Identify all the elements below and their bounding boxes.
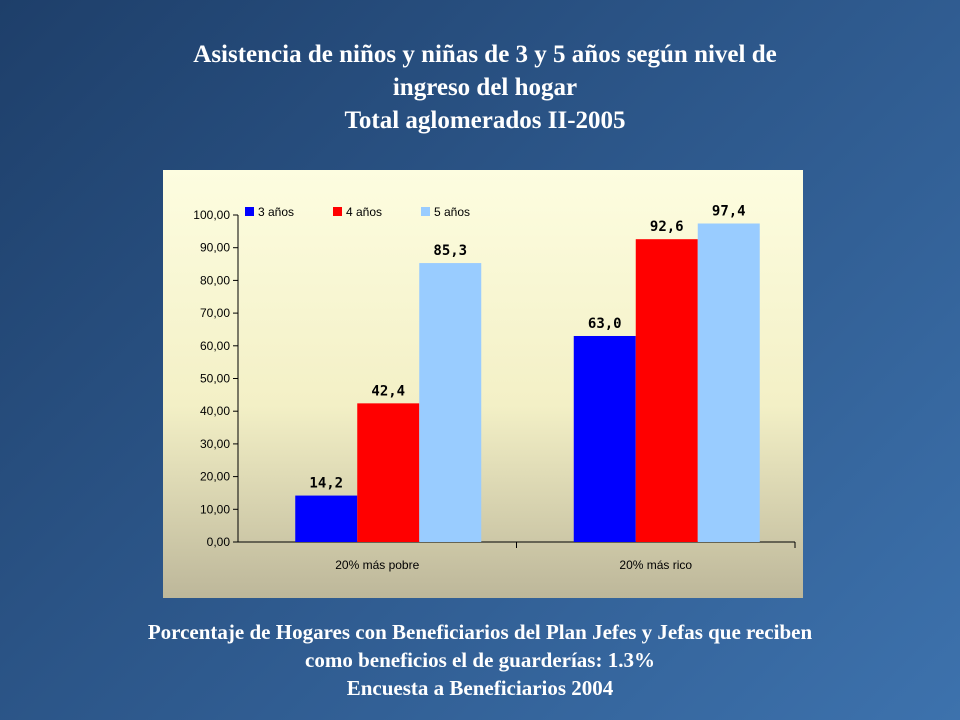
footer-line-2: como beneficios el de guarderías: 1.3% [305, 648, 655, 672]
bar [295, 495, 358, 542]
y-tick-label: 40,00 [200, 404, 230, 418]
y-tick-label: 100,00 [193, 208, 230, 222]
legend-swatch [333, 207, 342, 216]
bar [635, 239, 698, 542]
x-category-label: 20% más pobre [335, 558, 419, 572]
x-category-label: 20% más rico [619, 558, 692, 572]
title-line-3: Total aglomerados II-2005 [344, 107, 626, 134]
y-tick-label: 10,00 [200, 502, 230, 516]
title-line-2: ingreso del hogar [392, 74, 578, 101]
bar-data-label: 92,6 [650, 219, 684, 235]
legend-label: 4 años [346, 205, 382, 219]
bar-data-label: 85,3 [433, 243, 467, 259]
y-tick-label: 30,00 [200, 437, 230, 451]
slide-title: Asistencia de niños y niñas de 3 y 5 año… [60, 38, 910, 137]
bar [357, 403, 420, 542]
y-tick-label: 80,00 [200, 273, 230, 287]
y-tick-label: 50,00 [200, 372, 230, 386]
bar [573, 335, 636, 542]
bar [697, 223, 760, 542]
bar-data-label: 97,4 [712, 204, 746, 220]
y-tick-label: 0,00 [207, 535, 231, 549]
legend-swatch [245, 207, 254, 216]
bar [419, 263, 482, 542]
footer-line-3: Encuesta a Beneficiarios 2004 [346, 676, 614, 700]
bar-data-label: 42,4 [371, 383, 405, 399]
y-tick-label: 90,00 [200, 241, 230, 255]
footer-line-1: Porcentaje de Hogares con Beneficiarios … [147, 620, 813, 644]
bar-data-label: 63,0 [588, 316, 622, 332]
legend-swatch [421, 207, 430, 216]
y-tick-label: 70,00 [200, 306, 230, 320]
slide-footer: Porcentaje de Hogares con Beneficiarios … [30, 618, 930, 702]
chart-panel: 0,00 10,00 20,00 30,00 40,00 50,00 60,00 70,00 8… [163, 170, 803, 598]
legend-label: 3 años [258, 205, 294, 219]
legend-label: 5 años [434, 205, 470, 219]
title-line-1: Asistencia de niños y niñas de 3 y 5 año… [193, 41, 777, 68]
y-tick-label: 20,00 [200, 470, 230, 484]
bar-data-label: 14,2 [309, 476, 343, 492]
bar-chart: 0,00 10,00 20,00 30,00 40,00 50,00 60,00 70,00 8… [193, 204, 796, 572]
y-tick-label: 60,00 [200, 339, 230, 353]
